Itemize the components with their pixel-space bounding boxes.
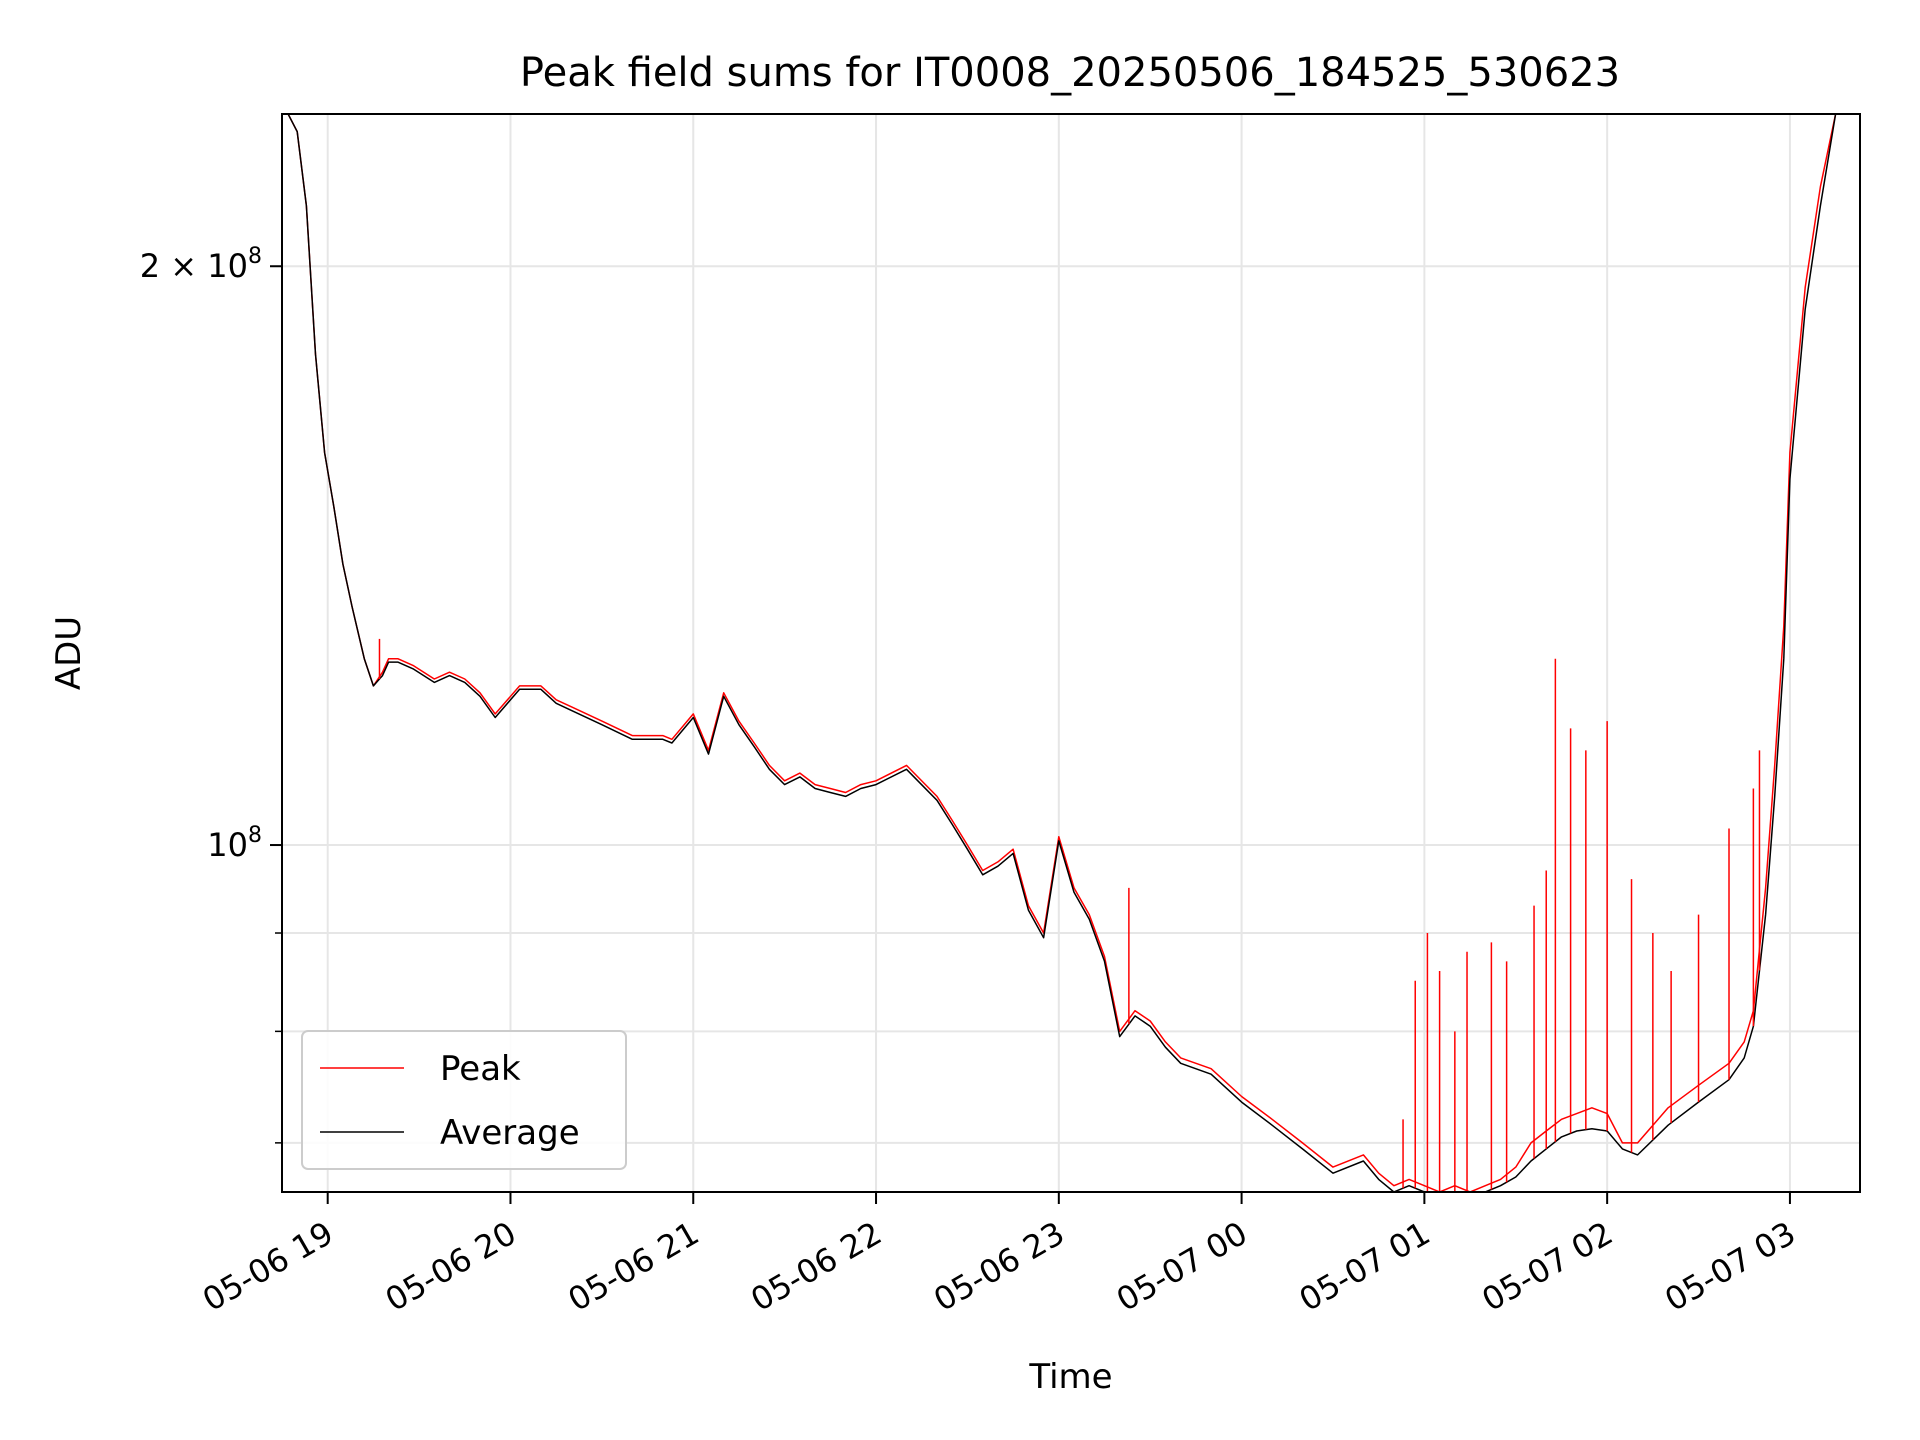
legend-box <box>301 1030 627 1170</box>
y-axis-label: ADU <box>49 616 89 690</box>
legend-label-average: Average <box>440 1113 580 1153</box>
plot-frame <box>281 113 1861 1193</box>
chart-title: Peak field sums for IT0008_20250506_1845… <box>520 50 1620 96</box>
y-tick-label: 2 × 108 <box>140 244 262 285</box>
series-layer <box>282 114 1860 1192</box>
legend: Peak Average <box>301 1030 627 1170</box>
y-tick-label: 108 <box>207 823 262 864</box>
x-axis-label: Time <box>1028 1357 1112 1397</box>
legend-label-peak: Peak <box>440 1049 521 1089</box>
